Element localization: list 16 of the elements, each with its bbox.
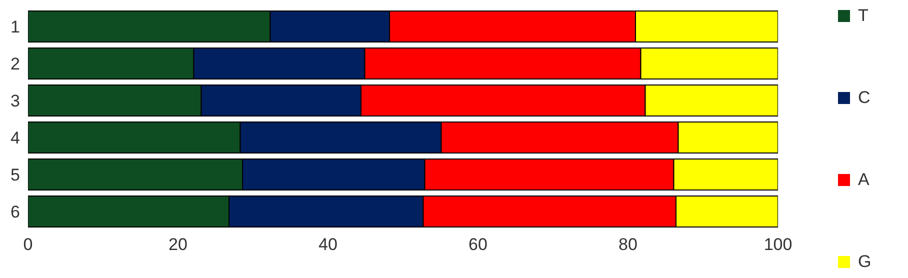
text: A	[858, 169, 870, 191]
legend-label: T	[858, 5, 868, 27]
x-tick-label: 0	[23, 235, 33, 254]
legend-label: G	[858, 251, 872, 273]
x-tick-label: 40	[318, 235, 338, 254]
y-tick-label: 6	[10, 202, 20, 222]
y-tick-label: 4	[10, 128, 20, 148]
y-tick-label: 1	[10, 18, 20, 37]
y-tick-label: 2	[10, 54, 20, 74]
x-tick-label: 60	[468, 235, 488, 254]
x-tick-label: 80	[618, 235, 638, 254]
y-tick-label: 3	[10, 92, 20, 111]
legend-label: C	[858, 87, 870, 109]
x-tick-label: 100	[764, 235, 792, 254]
x-tick-label: 20	[168, 235, 188, 254]
y-tick-label: 5	[10, 166, 20, 185]
